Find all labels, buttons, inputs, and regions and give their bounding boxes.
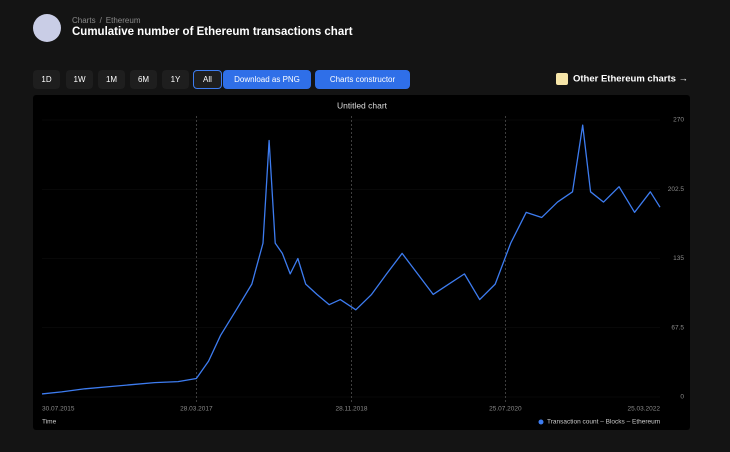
- data-line: [41, 124, 661, 395]
- y-tick-label: 270: [673, 117, 684, 124]
- range-button[interactable]: 1D: [33, 70, 60, 89]
- y-tick-label: 135: [673, 255, 684, 262]
- range-button[interactable]: All: [193, 70, 222, 89]
- chart-panel: [33, 95, 690, 430]
- x-tick-label: 30.07.2015: [42, 406, 75, 413]
- legend-marker: [538, 419, 544, 425]
- breadcrumb[interactable]: Ethereum: [105, 16, 141, 25]
- range-button[interactable]: 6M: [130, 70, 157, 89]
- y-tick-label: 67.5: [671, 324, 684, 331]
- link-text[interactable]: Other Ethereum charts: [573, 73, 676, 85]
- download-button[interactable]: Download as PNG: [223, 70, 311, 89]
- x-tick-label: 25.07.2020: [489, 406, 522, 413]
- constructor-button[interactable]: Charts constructor: [315, 70, 410, 89]
- x-tick-label: 28.11.2018: [335, 406, 367, 413]
- range-button[interactable]: 1M: [98, 70, 125, 89]
- chart-title: Untitled chart: [337, 100, 388, 110]
- breadcrumb[interactable]: Charts: [72, 16, 96, 25]
- page-title: Cumulative number of Ethereum transactio…: [72, 26, 353, 38]
- range-button[interactable]: 1Y: [162, 70, 189, 89]
- x-tick-label: 28.03.2017: [180, 406, 213, 413]
- x-axis-label: Time: [42, 419, 57, 426]
- breadcrumbs: Charts / Ethereum: [72, 16, 141, 25]
- y-tick-label: 0: [680, 394, 684, 401]
- other-charts-link[interactable]: Other Ethereum charts →: [556, 73, 688, 85]
- y-tick-label: 202.5: [668, 186, 685, 193]
- x-tick-label: 25.03.2022: [627, 406, 660, 413]
- range-button[interactable]: 1W: [66, 70, 93, 89]
- legend-label: Transaction count – Blocks – Ethereum: [547, 419, 660, 426]
- logo: [33, 14, 61, 42]
